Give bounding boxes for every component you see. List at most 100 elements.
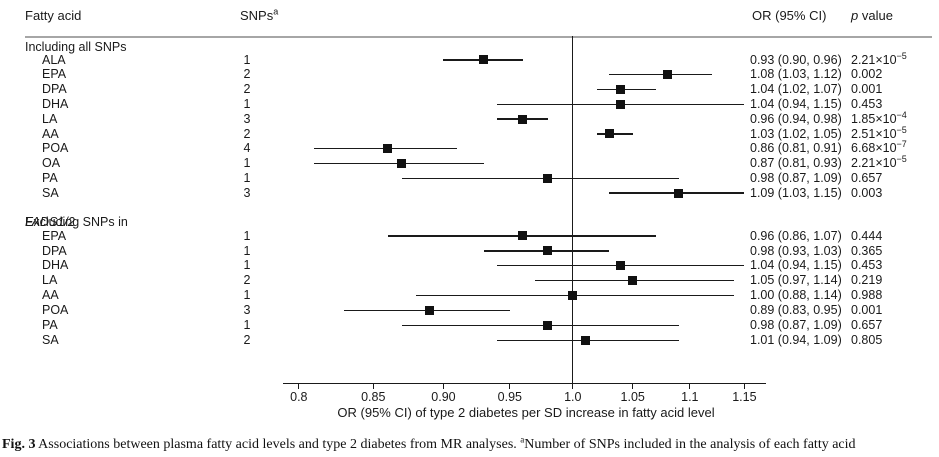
row-LA: LA 3 0.96 (0.94, 0.98) 1.85×10−4 <box>0 110 939 127</box>
or-ci-text: 0.96 (0.94, 0.98) <box>750 111 842 126</box>
header-rule <box>25 36 932 38</box>
snps-count: 1 <box>243 170 251 185</box>
x-tick <box>743 383 746 389</box>
or-marker <box>518 231 528 241</box>
snps-header-text: SNPs <box>240 8 274 23</box>
figure-caption: Fig. 3 Associations between plasma fatty… <box>2 435 937 453</box>
x-tick-label: 0.90 <box>431 390 456 404</box>
or-ci-text: 0.98 (0.87, 1.09) <box>750 318 842 332</box>
x-tick <box>689 383 691 389</box>
or-marker <box>383 144 393 154</box>
or-marker <box>604 129 614 139</box>
fatty-acid-label: PA <box>42 318 58 332</box>
or-marker <box>543 320 553 330</box>
fatty-acid-label: LA <box>42 111 58 126</box>
fatty-acid-label: DHA <box>42 96 69 111</box>
fatty-acid-label: SA <box>42 185 59 200</box>
p-value-text: 0.365 <box>851 243 883 258</box>
x-tick-label: 0.8 <box>290 390 308 404</box>
or-marker <box>568 291 578 301</box>
snps-count: 1 <box>243 96 251 111</box>
row-EPA: EPA 1 0.96 (0.86, 1.07) 0.444 <box>0 229 939 244</box>
fatty-acid-label: OA <box>42 156 61 171</box>
row-DHA: DHA 1 1.04 (0.94, 1.15) 0.453 <box>0 97 939 112</box>
or-ci-text: 0.98 (0.93, 1.03) <box>750 243 842 258</box>
fatty-acid-label: DPA <box>42 82 67 97</box>
ci-line <box>597 88 656 91</box>
section-header: Excluding SNPs in FADS1/2 <box>25 215 128 230</box>
snps-count: 1 <box>243 156 251 171</box>
x-tick-label: 1.15 <box>732 390 757 404</box>
p-value-rest: value <box>858 8 893 23</box>
or-ci-text: 1.00 (0.88, 1.14) <box>750 288 842 303</box>
fatty-acid-label: EPA <box>42 228 67 243</box>
row-EPA: EPA 2 1.08 (1.03, 1.12) 0.002 <box>0 67 939 82</box>
or-ci-text: 0.93 (0.90, 0.96) <box>750 52 842 67</box>
or-marker <box>580 335 590 345</box>
snps-count: 1 <box>243 52 251 67</box>
p-value-text: 2.21×10−5 <box>851 50 907 67</box>
or-marker <box>518 114 528 124</box>
row-DHA: DHA 1 1.04 (0.94, 1.15) 0.453 <box>0 258 939 273</box>
snps-count: 3 <box>243 111 251 126</box>
snps-count: 2 <box>243 82 251 97</box>
p-value-text: 0.001 <box>851 303 883 318</box>
row-POA: POA 3 0.89 (0.83, 0.95) 0.001 <box>0 303 939 318</box>
x-tick <box>298 383 300 389</box>
or-marker <box>479 55 489 65</box>
row-OA: OA 1 0.87 (0.81, 0.93) 2.21×10−5 <box>0 153 939 171</box>
fatty-acid-label: ALA <box>42 52 66 67</box>
fatty-acid-label: DPA <box>42 243 67 258</box>
x-axis-title: OR (95% CI) of type 2 diabetes per SD in… <box>337 405 715 420</box>
or-ci-text: 1.08 (1.03, 1.12) <box>750 67 842 82</box>
p-value-text: 0.001 <box>851 82 883 97</box>
or-ci-text: 1.05 (0.97, 1.14) <box>750 273 842 288</box>
or-marker <box>616 85 626 95</box>
row-ALA: ALA 1 0.93 (0.90, 0.96) 2.21×10−5 <box>0 50 939 68</box>
x-tick <box>372 383 374 389</box>
column-header-p-value: p value <box>851 8 893 23</box>
snps-count: 1 <box>243 243 251 258</box>
snps-count: 1 <box>243 288 251 303</box>
row-POA: POA 4 0.86 (0.81, 0.91) 6.68×10−7 <box>0 139 939 156</box>
or-ci-text: 0.89 (0.83, 0.95) <box>750 303 842 318</box>
x-tick-label: 1.05 <box>620 390 645 404</box>
or-ci-text: 1.04 (0.94, 1.15) <box>750 96 842 111</box>
ci-line <box>609 74 712 76</box>
p-value-text: 2.21×10−5 <box>851 153 907 171</box>
row-PA: PA 1 0.98 (0.87, 1.09) 0.657 <box>0 171 939 186</box>
snps-count: 2 <box>243 273 251 288</box>
p-value-text: 2.51×10−5 <box>851 124 907 141</box>
x-tick <box>509 383 511 389</box>
p-value-text: 0.453 <box>851 258 883 273</box>
p-value-text: 0.657 <box>851 318 883 332</box>
ci-line <box>597 133 633 135</box>
or-ci-text: 0.86 (0.81, 0.91) <box>750 141 842 156</box>
fatty-acid-label: LA <box>42 273 58 288</box>
row-SA: SA 3 1.09 (1.03, 1.15) 0.003 <box>0 186 939 201</box>
p-value-text: 0.002 <box>851 67 883 82</box>
fatty-acid-label: AA <box>42 288 59 303</box>
p-value-text: 6.68×10−7 <box>851 139 907 156</box>
p-value-text: 0.444 <box>851 228 883 243</box>
or-ci-text: 0.98 (0.87, 1.09) <box>750 170 842 185</box>
p-value-text: 0.988 <box>851 288 883 303</box>
column-header-or-ci: OR (95% CI) <box>752 8 827 23</box>
p-value-text: 0.219 <box>851 273 883 288</box>
or-ci-text: 1.03 (1.02, 1.05) <box>750 126 842 141</box>
fatty-acid-label: PA <box>42 170 58 185</box>
fatty-acid-label: EPA <box>42 67 67 82</box>
row-DPA: DPA 2 1.04 (1.02, 1.07) 0.001 <box>0 82 939 97</box>
column-header-snps: SNPsa <box>240 7 278 23</box>
x-tick-label: 1.0 <box>564 390 582 404</box>
x-tick-label: 1.1 <box>681 390 699 404</box>
x-tick <box>572 383 574 389</box>
row-PA: PA 1 0.98 (0.87, 1.09) 0.657 <box>0 318 939 333</box>
x-tick <box>632 383 634 389</box>
or-ci-text: 1.04 (1.02, 1.07) <box>750 82 842 97</box>
snps-count: 1 <box>243 228 251 243</box>
x-axis-line <box>283 383 766 385</box>
or-ci-text: 1.01 (0.94, 1.09) <box>750 332 842 347</box>
snps-count: 3 <box>243 185 251 200</box>
snps-count: 2 <box>243 126 251 141</box>
